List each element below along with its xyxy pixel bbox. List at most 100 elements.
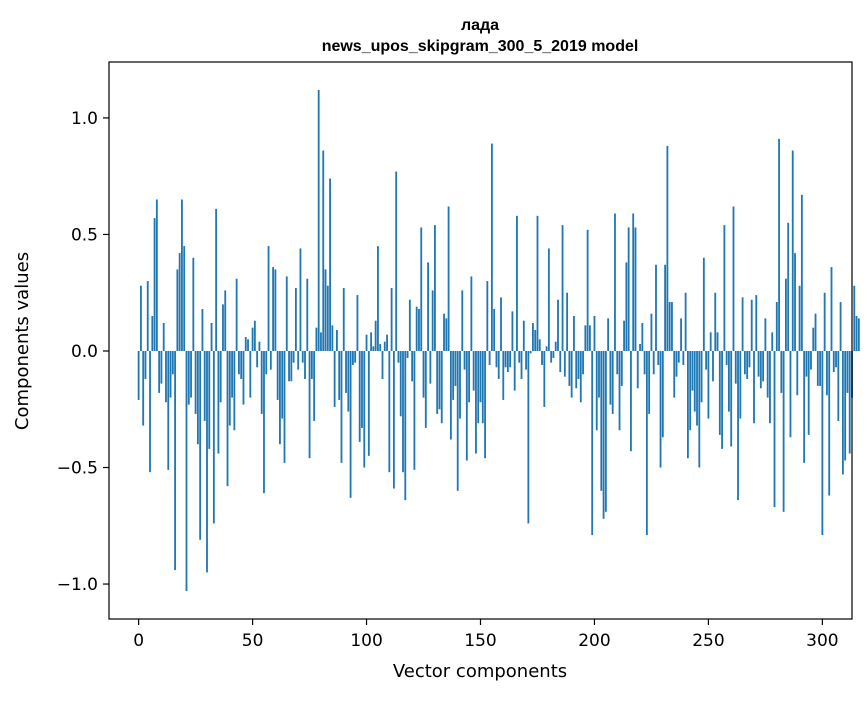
bar bbox=[336, 330, 338, 351]
bar bbox=[668, 302, 671, 351]
bar bbox=[194, 350, 197, 414]
bar bbox=[340, 350, 343, 463]
bar bbox=[853, 285, 856, 351]
bar bbox=[789, 350, 792, 438]
bar bbox=[848, 350, 851, 454]
bar bbox=[529, 350, 532, 354]
bar bbox=[158, 350, 161, 393]
bar bbox=[659, 350, 662, 468]
bar bbox=[712, 350, 714, 382]
bar bbox=[176, 269, 179, 351]
bar bbox=[212, 350, 215, 524]
bar bbox=[470, 276, 473, 351]
bar bbox=[484, 350, 486, 459]
bar bbox=[192, 257, 195, 351]
y-tick-label: 1.0 bbox=[71, 109, 98, 129]
bar bbox=[570, 350, 573, 398]
bar bbox=[326, 285, 329, 351]
bar bbox=[796, 350, 799, 396]
bar bbox=[331, 325, 334, 351]
x-tick-label: 150 bbox=[464, 631, 496, 651]
bar bbox=[283, 350, 286, 463]
bar bbox=[634, 227, 637, 351]
bar bbox=[506, 350, 509, 372]
bar bbox=[347, 350, 350, 412]
bar bbox=[650, 313, 653, 351]
bar bbox=[395, 171, 398, 351]
bar bbox=[677, 350, 680, 363]
bar bbox=[215, 208, 218, 351]
bar bbox=[208, 350, 211, 449]
bar bbox=[436, 350, 439, 414]
bar bbox=[588, 325, 591, 351]
bar bbox=[773, 350, 776, 508]
bar bbox=[705, 350, 708, 370]
bar bbox=[561, 225, 564, 351]
bar bbox=[242, 350, 245, 405]
bar bbox=[568, 350, 571, 386]
bar bbox=[846, 350, 849, 393]
bar bbox=[203, 350, 206, 421]
bar bbox=[424, 350, 427, 428]
bar bbox=[557, 299, 559, 351]
bar bbox=[509, 350, 512, 368]
bar bbox=[290, 350, 293, 382]
bar bbox=[734, 350, 737, 384]
bar bbox=[418, 309, 420, 351]
bar bbox=[493, 309, 496, 351]
bar bbox=[616, 350, 619, 375]
bar bbox=[201, 309, 204, 351]
x-tick-label: 300 bbox=[806, 631, 838, 651]
bar bbox=[732, 206, 735, 351]
bar bbox=[329, 178, 331, 351]
bar bbox=[520, 350, 523, 379]
bar bbox=[422, 350, 425, 398]
bar bbox=[397, 350, 400, 363]
y-tick-label: 0.5 bbox=[71, 225, 98, 245]
bar bbox=[388, 350, 391, 473]
bar bbox=[260, 350, 263, 414]
bar bbox=[814, 313, 817, 351]
bar bbox=[764, 318, 767, 351]
bar bbox=[377, 246, 379, 351]
y-tick-label: 0.0 bbox=[71, 342, 98, 362]
bar bbox=[623, 320, 625, 351]
bar bbox=[219, 350, 222, 403]
bar bbox=[308, 350, 311, 459]
bar bbox=[224, 290, 227, 351]
bar bbox=[527, 350, 530, 524]
bar bbox=[265, 350, 268, 375]
bar bbox=[816, 350, 819, 386]
bar bbox=[406, 350, 409, 358]
bar bbox=[367, 350, 370, 456]
bar bbox=[144, 350, 147, 379]
bar bbox=[855, 316, 858, 351]
bar bbox=[488, 350, 491, 365]
bar bbox=[162, 323, 165, 351]
bar bbox=[723, 225, 726, 351]
bar bbox=[463, 350, 466, 370]
bar bbox=[857, 318, 860, 351]
bar bbox=[447, 206, 450, 351]
bar bbox=[725, 350, 728, 365]
bar bbox=[577, 350, 580, 379]
bar bbox=[251, 327, 254, 351]
bar bbox=[545, 346, 548, 351]
bar bbox=[666, 145, 669, 351]
bar bbox=[502, 350, 505, 400]
bar bbox=[365, 334, 368, 351]
bar bbox=[351, 350, 354, 365]
bar bbox=[361, 350, 363, 428]
bar bbox=[408, 299, 411, 351]
bar bbox=[379, 344, 382, 351]
bar bbox=[356, 295, 359, 351]
bar bbox=[538, 339, 541, 351]
bar bbox=[244, 337, 247, 351]
bar bbox=[420, 227, 423, 351]
bar bbox=[349, 350, 352, 498]
bar bbox=[390, 288, 393, 351]
bar bbox=[240, 350, 243, 379]
bar bbox=[691, 350, 694, 391]
bar bbox=[652, 350, 655, 375]
